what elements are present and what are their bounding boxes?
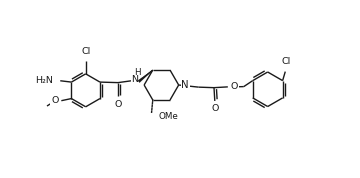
Text: N: N <box>181 80 189 90</box>
Text: N: N <box>131 75 139 85</box>
Text: O: O <box>211 104 219 113</box>
Text: O: O <box>115 100 122 109</box>
Text: H₂N: H₂N <box>36 76 53 85</box>
Text: Cl: Cl <box>281 57 291 66</box>
Text: O: O <box>51 96 58 105</box>
Text: O: O <box>230 82 238 91</box>
Text: Cl: Cl <box>81 47 90 56</box>
Text: OMe: OMe <box>159 112 179 121</box>
Polygon shape <box>138 70 153 83</box>
Text: H: H <box>134 68 140 77</box>
